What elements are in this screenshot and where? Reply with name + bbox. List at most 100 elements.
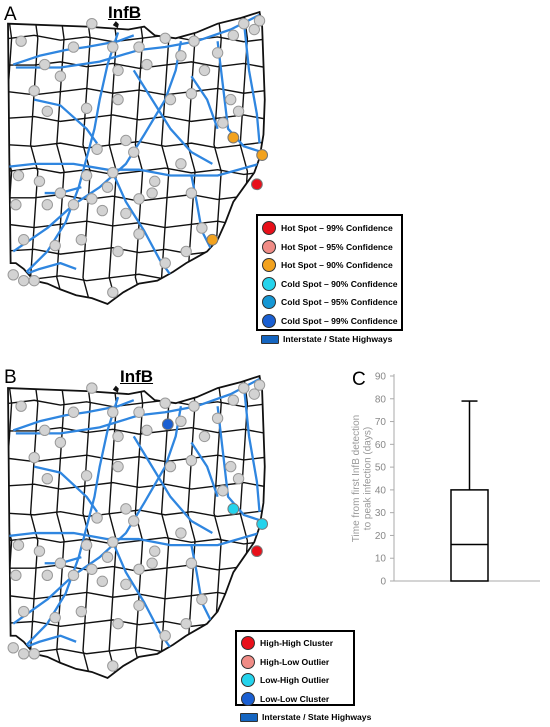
legend-a-item: Cold Spot – 99% Confidence: [262, 312, 398, 331]
site-marker: [217, 485, 229, 497]
legend-hotspot: Hot Spot – 99% Confidence Hot Spot – 95% …: [256, 214, 403, 344]
y-tick-label: 10: [375, 554, 387, 565]
lake-island-icon: [112, 21, 119, 29]
site-marker: [112, 245, 124, 258]
site-marker: [41, 199, 53, 211]
site-marker: [211, 47, 224, 59]
legend-a-item: Hot Spot – 99% Confidence: [262, 219, 395, 238]
hotspot-90-marker: [227, 131, 240, 144]
site-marker: [28, 451, 40, 464]
legend-a-label: Cold Spot – 99% Confidence: [281, 315, 398, 326]
y-tick-label: 50: [375, 463, 387, 474]
site-marker: [232, 472, 245, 485]
highway-line: [8, 162, 260, 177]
highway-swatch-icon: [240, 712, 258, 722]
site-marker: [146, 557, 158, 569]
legend-a-item: Interstate / State Highways: [261, 330, 395, 349]
site-marker: [112, 93, 124, 106]
site-marker: [248, 388, 260, 400]
panel-c-letter: C: [352, 369, 366, 390]
site-marker: [28, 274, 40, 287]
site-marker: [248, 23, 260, 36]
site-marker: [107, 536, 119, 548]
site-marker: [112, 430, 124, 443]
y-axis-label: Time from first InfB detectionto peak in…: [351, 415, 374, 542]
high-high-cluster-marker: [251, 545, 263, 558]
highway-line: [12, 406, 183, 625]
highway-line: [12, 40, 183, 253]
site-marker: [80, 169, 93, 182]
site-marker: [101, 551, 114, 563]
site-marker: [10, 199, 22, 211]
site-marker: [107, 406, 119, 418]
site-marker: [101, 181, 114, 193]
site-marker: [49, 611, 61, 624]
site-marker: [18, 234, 30, 246]
site-marker: [75, 605, 88, 618]
site-marker: [86, 17, 98, 30]
site-marker: [33, 545, 46, 557]
site-marker: [107, 660, 119, 672]
dot-swatch-icon: [262, 239, 276, 254]
site-marker: [133, 41, 145, 53]
dot-swatch-icon: [241, 691, 255, 706]
highway-line: [33, 465, 99, 513]
site-marker: [41, 105, 53, 117]
legend-a-label: Cold Spot – 95% Confidence: [281, 297, 398, 308]
site-marker: [54, 557, 67, 569]
site-marker: [175, 158, 187, 170]
site-marker: [67, 406, 80, 418]
site-marker: [185, 557, 198, 569]
dot-swatch-icon: [262, 258, 276, 273]
iqr-box: [450, 489, 489, 582]
site-marker: [180, 245, 192, 258]
site-marker: [41, 472, 53, 485]
site-marker: [54, 70, 67, 82]
site-marker: [86, 193, 98, 205]
site-marker: [75, 234, 88, 246]
state-outline: [7, 374, 266, 680]
site-marker: [198, 64, 211, 77]
highway-line: [216, 41, 263, 154]
low-high-outlier-marker: [227, 502, 240, 515]
highway-line: [33, 98, 99, 145]
site-marker: [128, 146, 140, 158]
site-marker: [175, 415, 187, 427]
highway-line: [23, 634, 77, 649]
site-marker: [107, 166, 119, 179]
legend-b-item: Low-High Outlier: [241, 671, 347, 690]
site-marker: [149, 175, 161, 188]
y-tick-label: 80: [375, 394, 387, 405]
legend-a-label: Hot Spot – 99% Confidence: [281, 223, 393, 234]
y-tick-label: 20: [375, 531, 387, 542]
site-marker: [146, 187, 158, 199]
dot-swatch-icon: [241, 636, 255, 651]
site-marker: [28, 85, 40, 97]
site-marker: [141, 424, 153, 437]
site-marker: [149, 545, 161, 557]
site-marker: [120, 207, 132, 220]
highway-line: [242, 384, 261, 512]
site-marker: [18, 605, 30, 618]
legend-a-label: Hot Spot – 90% Confidence: [281, 260, 393, 271]
site-marker: [159, 630, 171, 642]
hotspot-90-marker: [206, 233, 219, 246]
site-marker: [253, 379, 266, 391]
site-marker: [225, 93, 237, 106]
highway-swatch-icon: [261, 334, 279, 344]
site-marker: [112, 64, 124, 77]
site-marker: [185, 187, 198, 199]
site-marker: [188, 35, 200, 47]
legend-a-item: Cold Spot – 95% Confidence: [262, 293, 398, 312]
site-marker: [12, 539, 25, 551]
site-marker: [10, 569, 22, 582]
legend-a-item: Hot Spot – 95% Confidence: [262, 238, 395, 257]
dot-swatch-icon: [262, 295, 276, 310]
site-marker: [38, 58, 51, 71]
site-marker: [54, 187, 67, 199]
highway-line: [8, 531, 260, 547]
legend-b-item: Low-Low Cluster: [241, 690, 347, 709]
legend-b-label: Interstate / State Highways: [262, 712, 372, 723]
highways: [8, 13, 263, 276]
site-marker: [120, 134, 132, 147]
